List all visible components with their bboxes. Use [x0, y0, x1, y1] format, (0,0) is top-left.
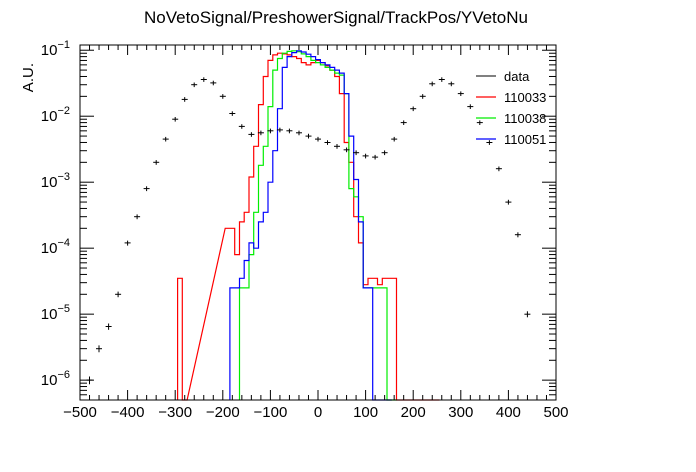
data-point: [362, 153, 369, 159]
legend-label: 110033: [504, 90, 546, 105]
data-point: [324, 140, 331, 145]
legend-entry-110038: 110038: [476, 111, 546, 126]
data-point: [315, 136, 321, 142]
plot-frame: [79, 44, 557, 401]
data-point: [276, 127, 283, 133]
data-point: [419, 94, 426, 99]
x-tick-label: 0: [314, 404, 322, 421]
legend-label: data: [504, 69, 530, 84]
x-tick-label: 500: [543, 404, 568, 421]
data-point: [238, 124, 245, 129]
data-point: [457, 91, 464, 96]
x-tick-label: 300: [448, 404, 473, 421]
series-110033-line: [177, 52, 440, 401]
y-tick-label: 10−4: [41, 237, 70, 257]
x-tick-label: −400: [111, 404, 145, 421]
legend-entry-data: data: [476, 69, 530, 84]
data-point: [381, 150, 388, 156]
data-point: [181, 97, 188, 102]
data-point: [343, 147, 350, 153]
data-point: [448, 81, 455, 87]
data-point: [229, 111, 236, 116]
data-point: [372, 154, 379, 160]
x-tick-label: −100: [254, 404, 288, 421]
data-point: [153, 160, 160, 165]
legend-label: 110038: [504, 111, 546, 126]
x-tick-label: 400: [496, 404, 521, 421]
y-axis-label: A.U.: [20, 63, 37, 92]
data-point: [467, 104, 474, 109]
data-point: [105, 323, 112, 330]
data-point: [267, 128, 274, 134]
data-point: [200, 77, 207, 82]
data-point: [219, 94, 226, 99]
x-tick-label: −300: [158, 404, 192, 421]
x-tick-label: −200: [206, 404, 240, 421]
data-point: [305, 133, 312, 139]
data-point: [410, 106, 417, 112]
y-tick-label: 10−3: [41, 171, 70, 191]
data-point: [257, 130, 264, 136]
legend-entry-110051: 110051: [476, 132, 546, 147]
chart-title: NoVetoSignal/PreshowerSignal/TrackPos/YV…: [144, 8, 528, 27]
y-tick-label: 10−1: [41, 39, 70, 59]
data-point: [134, 214, 141, 220]
data-point: [524, 311, 531, 318]
data-point: [296, 130, 302, 136]
y-tick-label: 10−6: [41, 369, 70, 389]
data-point: [514, 232, 521, 238]
data-point: [334, 144, 340, 149]
data-point: [486, 140, 493, 145]
legend-entry-110033: 110033: [476, 90, 546, 105]
data-point: [210, 80, 217, 86]
data-point: [248, 132, 255, 137]
data-point: [400, 120, 407, 125]
legend-label: 110051: [504, 132, 546, 147]
data-point: [96, 345, 102, 353]
x-tick-label: −500: [63, 404, 97, 421]
x-tick-label: 200: [401, 404, 426, 421]
data-point: [143, 186, 150, 192]
data-point: [115, 291, 122, 298]
data-point: [124, 240, 131, 246]
y-tick-label: 10−2: [41, 105, 70, 125]
data-point: [429, 81, 436, 87]
data-point: [162, 136, 169, 142]
plot-area: −500 −400 −300 −200 −100 0 100 200 300 400 500 10−6…: [41, 39, 569, 421]
data-point: [476, 120, 483, 125]
data-point: [353, 150, 360, 156]
data-point: [172, 117, 179, 122]
data-point: [286, 128, 293, 134]
data-point: [391, 136, 398, 142]
x-tick-label: 100: [353, 404, 378, 421]
data-point: [438, 77, 445, 82]
data-point: [191, 82, 198, 88]
data-point: [495, 166, 502, 172]
data-point: [505, 199, 512, 205]
legend: data 110033 110038 110051: [476, 69, 546, 147]
y-tick-label: 10−5: [41, 303, 70, 323]
series-110051-line: [229, 50, 392, 401]
